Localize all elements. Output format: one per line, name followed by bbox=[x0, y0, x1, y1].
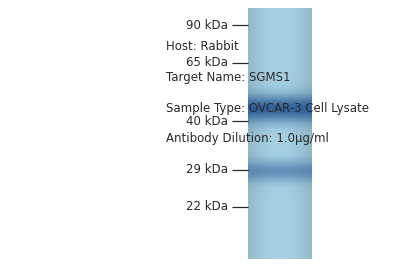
Text: 29 kDa: 29 kDa bbox=[186, 163, 228, 176]
Text: 90 kDa: 90 kDa bbox=[186, 19, 228, 32]
Text: Sample Type: OVCAR-3 Cell Lysate: Sample Type: OVCAR-3 Cell Lysate bbox=[166, 102, 369, 115]
Text: 40 kDa: 40 kDa bbox=[186, 115, 228, 128]
Text: Host: Rabbit: Host: Rabbit bbox=[166, 40, 239, 53]
Text: Antibody Dilution: 1.0μg/ml: Antibody Dilution: 1.0μg/ml bbox=[166, 132, 329, 145]
Text: 22 kDa: 22 kDa bbox=[186, 201, 228, 213]
Text: Target Name: SGMS1: Target Name: SGMS1 bbox=[166, 71, 290, 84]
Text: 65 kDa: 65 kDa bbox=[186, 56, 228, 69]
